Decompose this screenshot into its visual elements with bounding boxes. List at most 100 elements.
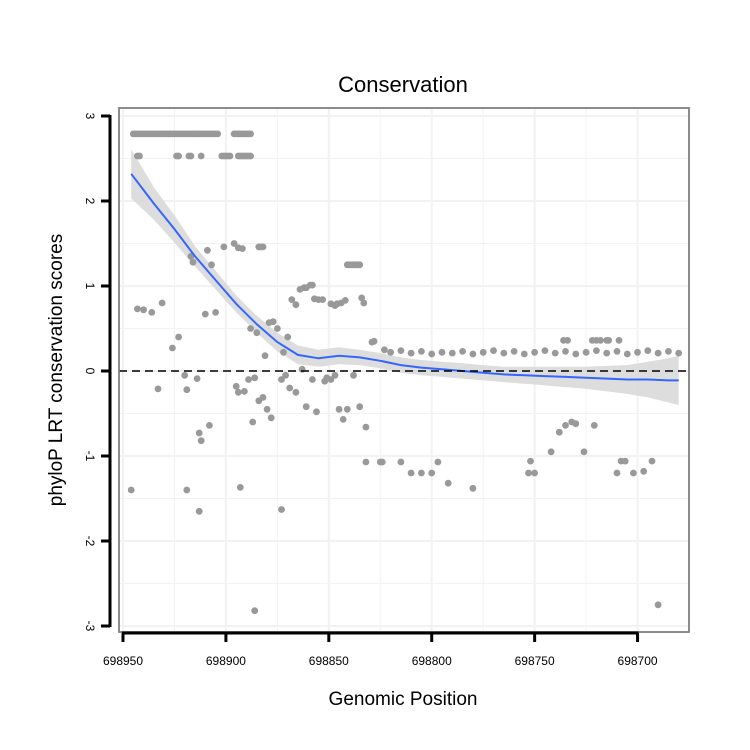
data-point bbox=[230, 240, 238, 247]
data-point bbox=[319, 296, 326, 303]
data-point bbox=[234, 388, 242, 396]
data-point bbox=[520, 350, 528, 358]
data-point bbox=[407, 349, 415, 357]
data-point bbox=[214, 130, 222, 138]
data-point bbox=[309, 281, 316, 289]
y-tick-label: 0 bbox=[83, 368, 97, 375]
data-point bbox=[562, 422, 569, 429]
data-point bbox=[158, 299, 166, 307]
data-point bbox=[175, 333, 183, 341]
data-point bbox=[510, 348, 518, 355]
y-axis: -3 -2 -1 0 1 2 3 bbox=[83, 113, 112, 632]
data-point bbox=[197, 152, 205, 160]
data-point bbox=[236, 484, 244, 491]
data-point bbox=[226, 152, 234, 160]
data-point bbox=[267, 414, 275, 422]
data-point bbox=[358, 294, 366, 302]
data-point bbox=[562, 348, 569, 355]
data-point bbox=[251, 374, 259, 382]
data-point bbox=[206, 422, 213, 429]
data-point bbox=[407, 469, 415, 477]
data-point bbox=[327, 376, 335, 383]
data-point bbox=[362, 458, 370, 466]
data-point bbox=[187, 152, 195, 160]
data-point bbox=[286, 384, 294, 392]
data-point bbox=[444, 479, 452, 487]
data-point bbox=[247, 325, 255, 332]
data-point bbox=[580, 448, 588, 456]
confidence-band bbox=[131, 149, 679, 405]
data-point bbox=[527, 457, 534, 465]
data-point bbox=[644, 347, 652, 354]
data-point bbox=[640, 467, 648, 475]
data-point bbox=[302, 403, 310, 411]
data-point bbox=[654, 349, 662, 357]
data-point bbox=[531, 469, 538, 477]
data-point bbox=[428, 350, 436, 358]
data-point bbox=[343, 405, 351, 413]
data-point bbox=[623, 350, 631, 358]
data-point bbox=[274, 325, 281, 332]
data-point bbox=[541, 347, 549, 354]
y-tick-label: 1 bbox=[83, 283, 97, 290]
data-point bbox=[555, 428, 563, 436]
data-point bbox=[630, 469, 637, 477]
data-point bbox=[418, 469, 425, 477]
data-point bbox=[434, 458, 442, 466]
data-point bbox=[381, 346, 388, 354]
data-point bbox=[634, 348, 641, 356]
data-point bbox=[175, 152, 183, 160]
data-point bbox=[360, 299, 368, 307]
data-point bbox=[136, 152, 143, 160]
data-point bbox=[603, 349, 611, 357]
data-point bbox=[547, 448, 555, 456]
data-point bbox=[253, 329, 261, 337]
data-point bbox=[615, 337, 623, 344]
data-point bbox=[259, 394, 267, 401]
data-point bbox=[247, 152, 255, 160]
data-point bbox=[239, 245, 246, 253]
data-point bbox=[197, 437, 205, 445]
data-point bbox=[605, 337, 613, 344]
data-point bbox=[356, 261, 364, 269]
data-point bbox=[220, 243, 228, 251]
data-point bbox=[621, 457, 629, 465]
data-point bbox=[370, 337, 378, 345]
loess-fit-line bbox=[130, 173, 679, 382]
data-point bbox=[208, 261, 215, 269]
data-point bbox=[387, 348, 394, 356]
data-point bbox=[572, 350, 580, 358]
x-tick-label: 698900 bbox=[206, 654, 246, 668]
data-point bbox=[292, 301, 300, 309]
data-point bbox=[280, 348, 287, 356]
data-point bbox=[195, 507, 203, 515]
data-point bbox=[212, 309, 220, 316]
data-point bbox=[288, 296, 296, 303]
data-point bbox=[593, 347, 600, 354]
data-point bbox=[241, 388, 248, 395]
data-point bbox=[376, 458, 384, 466]
data-point bbox=[245, 376, 252, 383]
data-point bbox=[648, 457, 656, 465]
data-point bbox=[263, 405, 271, 413]
data-point bbox=[675, 349, 683, 357]
chart-title: Conservation bbox=[338, 72, 468, 97]
data-point bbox=[189, 258, 197, 266]
data-point bbox=[232, 382, 240, 390]
data-point bbox=[183, 486, 191, 494]
x-tick-label: 698700 bbox=[618, 654, 658, 668]
data-point bbox=[490, 347, 497, 354]
data-point bbox=[127, 486, 135, 494]
data-point bbox=[582, 348, 590, 356]
data-point bbox=[249, 418, 257, 426]
data-point bbox=[247, 130, 255, 138]
x-tick-label: 698850 bbox=[309, 654, 349, 668]
data-point bbox=[448, 349, 456, 357]
data-point bbox=[148, 309, 156, 316]
data-point bbox=[613, 348, 621, 355]
data-point bbox=[204, 246, 211, 254]
x-tick-label: 698800 bbox=[412, 654, 452, 668]
data-point bbox=[292, 388, 300, 396]
x-tick-label: 698950 bbox=[103, 654, 143, 668]
